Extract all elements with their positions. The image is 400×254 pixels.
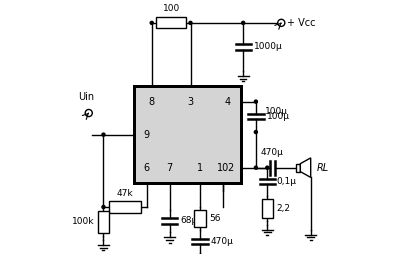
Circle shape	[150, 21, 153, 24]
Text: 6: 6	[144, 163, 150, 173]
Bar	[194, 210, 206, 227]
Polygon shape	[300, 158, 311, 177]
Text: 1000μ: 1000μ	[254, 42, 282, 52]
Text: 100μ: 100μ	[266, 112, 290, 121]
Circle shape	[102, 205, 105, 209]
Bar	[262, 199, 273, 218]
Circle shape	[189, 21, 192, 24]
Text: 2,2: 2,2	[277, 204, 291, 213]
Text: 470μ: 470μ	[211, 237, 234, 246]
Bar	[109, 201, 142, 213]
Circle shape	[85, 109, 92, 117]
Text: 56: 56	[209, 214, 221, 223]
Circle shape	[254, 166, 258, 169]
Text: Uin: Uin	[78, 92, 94, 102]
Text: 47k: 47k	[117, 189, 133, 198]
Circle shape	[278, 19, 285, 26]
Text: 7: 7	[166, 163, 173, 173]
Circle shape	[254, 131, 258, 134]
Text: 8: 8	[149, 97, 155, 107]
Bar	[134, 86, 241, 183]
Text: 4: 4	[225, 97, 231, 107]
Text: 68μ: 68μ	[180, 216, 198, 226]
Text: 100μ: 100μ	[265, 107, 288, 116]
Circle shape	[102, 133, 105, 136]
Text: 3: 3	[188, 97, 194, 107]
Bar	[98, 211, 109, 233]
Text: 10: 10	[217, 163, 229, 173]
Text: 1: 1	[197, 163, 203, 173]
Circle shape	[254, 100, 258, 103]
Text: 2: 2	[227, 163, 234, 173]
Text: 470μ: 470μ	[261, 148, 284, 157]
Text: 100k: 100k	[72, 217, 94, 226]
Bar	[156, 17, 186, 28]
Text: 9: 9	[144, 130, 150, 140]
Circle shape	[266, 166, 269, 169]
Text: 0,1μ: 0,1μ	[276, 177, 296, 186]
Text: RL: RL	[317, 163, 329, 173]
Circle shape	[242, 21, 245, 24]
Text: + Vcc: + Vcc	[287, 18, 315, 28]
Text: 100: 100	[162, 5, 180, 13]
Bar	[296, 164, 300, 172]
